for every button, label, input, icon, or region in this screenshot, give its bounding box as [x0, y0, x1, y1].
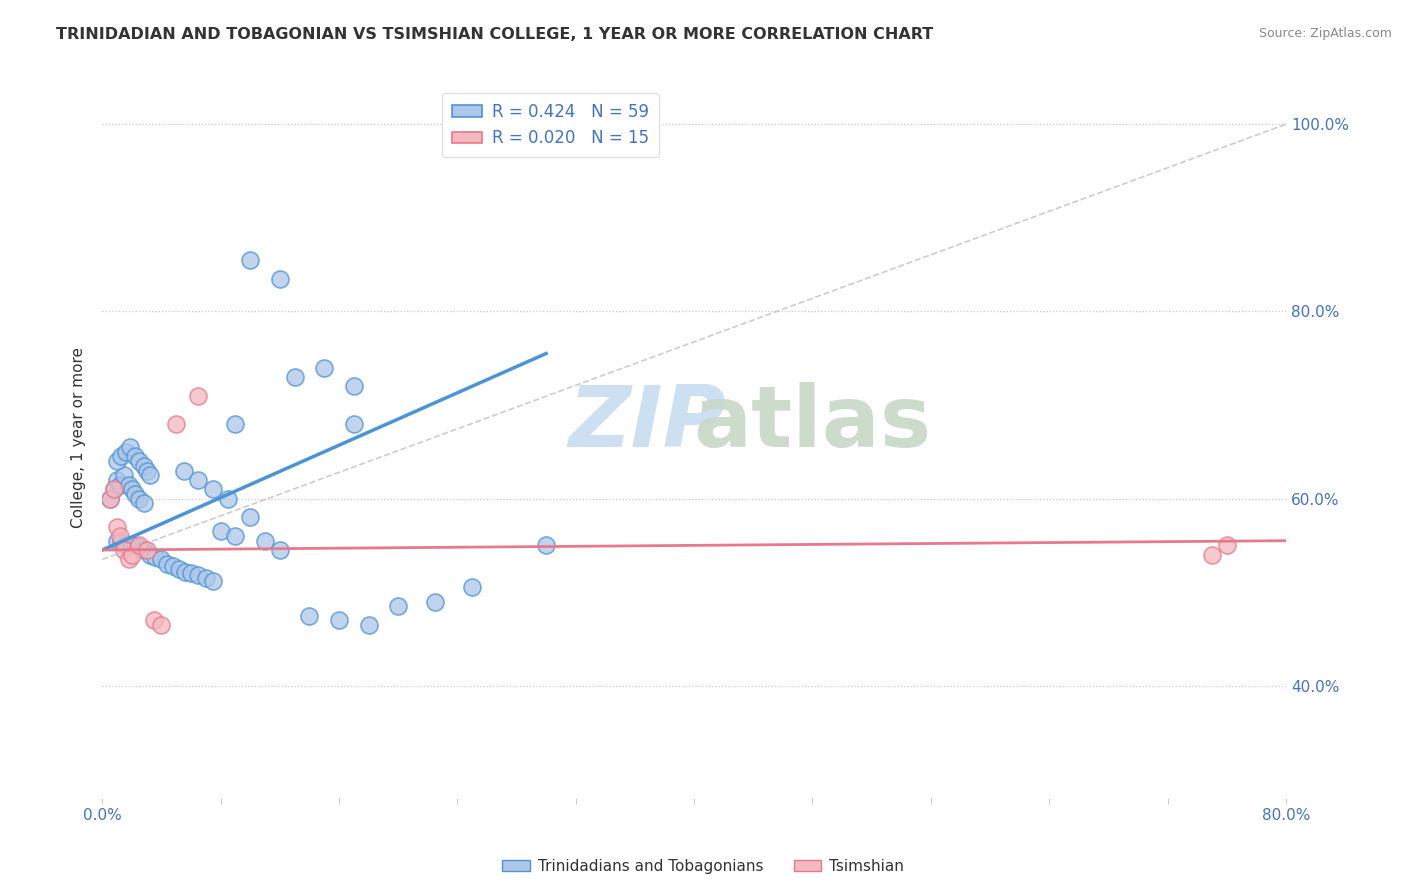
Point [209, 524, 232, 539]
Point [314, 360, 336, 375]
Point [132, 496, 155, 510]
Point [121, 538, 143, 552]
Point [423, 594, 446, 608]
Point [253, 533, 276, 548]
Point [98, 491, 121, 506]
Point [224, 417, 246, 431]
Point [128, 454, 150, 468]
Point [239, 252, 262, 267]
Point [534, 538, 557, 552]
Point [132, 543, 155, 558]
Point [138, 468, 160, 483]
Text: TRINIDADIAN AND TOBAGONIAN VS TSIMSHIAN COLLEGE, 1 YEAR OR MORE CORRELATION CHAR: TRINIDADIAN AND TOBAGONIAN VS TSIMSHIAN … [56, 27, 934, 42]
Point [284, 370, 307, 384]
Point [180, 566, 202, 581]
Text: atlas: atlas [693, 382, 932, 465]
Point [105, 519, 128, 533]
Point [135, 463, 157, 477]
Point [239, 510, 262, 524]
Point [115, 444, 138, 458]
Point [108, 529, 131, 543]
Point [128, 491, 150, 506]
Point [202, 574, 225, 588]
Point [461, 581, 484, 595]
Point [112, 468, 135, 483]
Point [98, 491, 121, 506]
Point [118, 552, 141, 566]
Point [121, 482, 143, 496]
Text: Source: ZipAtlas.com: Source: ZipAtlas.com [1258, 27, 1392, 40]
Point [343, 379, 366, 393]
Point [112, 543, 135, 558]
Point [194, 571, 217, 585]
Point [128, 538, 150, 552]
Point [217, 491, 239, 506]
Point [150, 552, 173, 566]
Point [269, 271, 291, 285]
Point [145, 549, 167, 564]
Point [120, 440, 142, 454]
Point [135, 543, 157, 558]
Point [115, 538, 138, 552]
Point [224, 529, 246, 543]
Point [108, 477, 131, 491]
Point [167, 562, 190, 576]
Point [1216, 538, 1239, 552]
Point [103, 482, 125, 496]
Point [103, 482, 125, 496]
Point [156, 557, 179, 571]
Text: ZIP: ZIP [568, 382, 725, 465]
Point [387, 599, 409, 614]
Point [187, 389, 209, 403]
Point [105, 454, 128, 468]
Point [105, 533, 128, 548]
Point [343, 417, 366, 431]
Point [187, 568, 209, 582]
Point [187, 473, 209, 487]
Point [202, 482, 225, 496]
Point [105, 473, 128, 487]
Point [143, 613, 166, 627]
Point [110, 533, 132, 548]
Point [150, 618, 173, 632]
Point [124, 487, 146, 501]
Point [132, 458, 155, 473]
Point [110, 450, 132, 464]
Point [124, 450, 146, 464]
Point [357, 618, 380, 632]
Point [269, 543, 291, 558]
Legend: Trinidadians and Tobagonians, Tsimshian: Trinidadians and Tobagonians, Tsimshian [496, 853, 910, 880]
Point [328, 613, 350, 627]
Point [1201, 548, 1223, 562]
Point [138, 548, 160, 562]
Legend: R = 0.424   N = 59, R = 0.020   N = 15: R = 0.424 N = 59, R = 0.020 N = 15 [441, 93, 659, 157]
Point [174, 565, 197, 579]
Y-axis label: College, 1 year or more: College, 1 year or more [72, 347, 86, 528]
Point [298, 608, 321, 623]
Point [121, 548, 143, 562]
Point [162, 558, 184, 573]
Point [118, 477, 141, 491]
Point [127, 541, 149, 555]
Point [173, 463, 195, 477]
Point [165, 417, 187, 431]
